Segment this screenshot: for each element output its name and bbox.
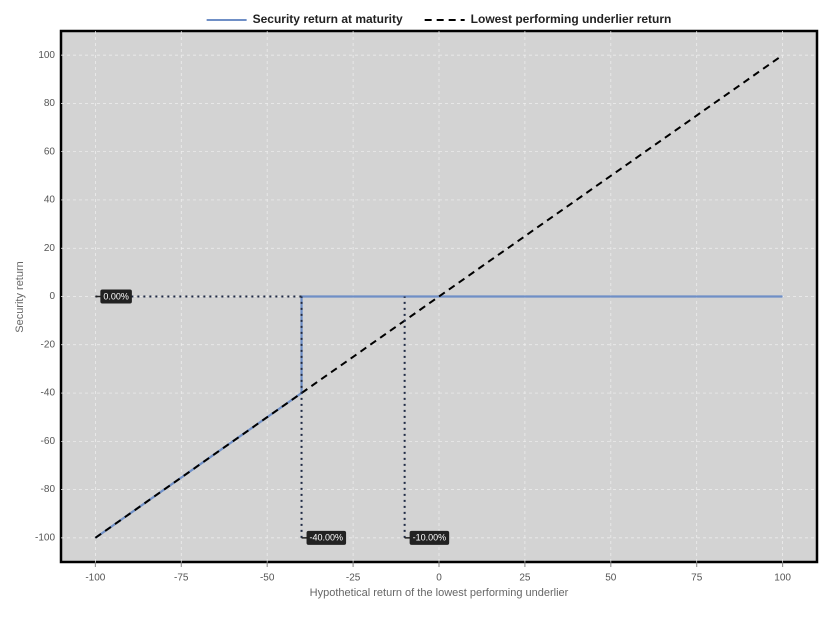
- x-tick-label: 100: [774, 573, 791, 584]
- annotation: -10.00%: [404, 530, 450, 545]
- annotation-box: [100, 289, 132, 304]
- y-tick-label: -60: [41, 436, 56, 447]
- y-tick-label: -100: [35, 533, 55, 544]
- y-tick-label: -20: [41, 339, 56, 350]
- y-tick-label: 20: [44, 243, 56, 254]
- y-axis-label: Security return: [14, 261, 26, 333]
- x-tick-label: 0: [436, 573, 442, 584]
- annotation-box: [306, 530, 347, 545]
- x-tick-label: -100: [85, 573, 105, 584]
- x-tick-label: 75: [691, 573, 703, 584]
- y-tick-label: -80: [41, 484, 56, 495]
- y-tick-label: 0: [49, 291, 55, 302]
- x-tick-label: 25: [519, 573, 531, 584]
- y-tick-label: 40: [44, 195, 56, 206]
- x-tick-label: -25: [346, 573, 361, 584]
- legend-label: Lowest performing underlier return: [471, 12, 672, 26]
- y-tick-label: 60: [44, 146, 56, 157]
- y-tick-label: 100: [38, 50, 55, 61]
- legend: Security return at maturity Lowest perfor…: [206, 12, 672, 26]
- x-tick-label: -50: [260, 573, 275, 584]
- annotation: -40.00%: [301, 530, 347, 545]
- y-tick-label: 80: [44, 98, 56, 109]
- annotation: 0.00%: [95, 289, 132, 304]
- annotation-label: 0.00%: [103, 291, 129, 301]
- x-tick-label: -75: [174, 573, 189, 584]
- annotation-box: [409, 530, 450, 545]
- annotation-label: -10.00%: [413, 533, 447, 543]
- x-axis-label: Hypothetical return of the lowest perfor…: [310, 587, 569, 599]
- series-line: [94, 54, 784, 539]
- x-tick-label: 50: [605, 573, 617, 584]
- y-tick-label: -40: [41, 388, 56, 399]
- legend-label: Security return at maturity: [253, 12, 403, 26]
- annotation-label: -40.00%: [310, 533, 344, 543]
